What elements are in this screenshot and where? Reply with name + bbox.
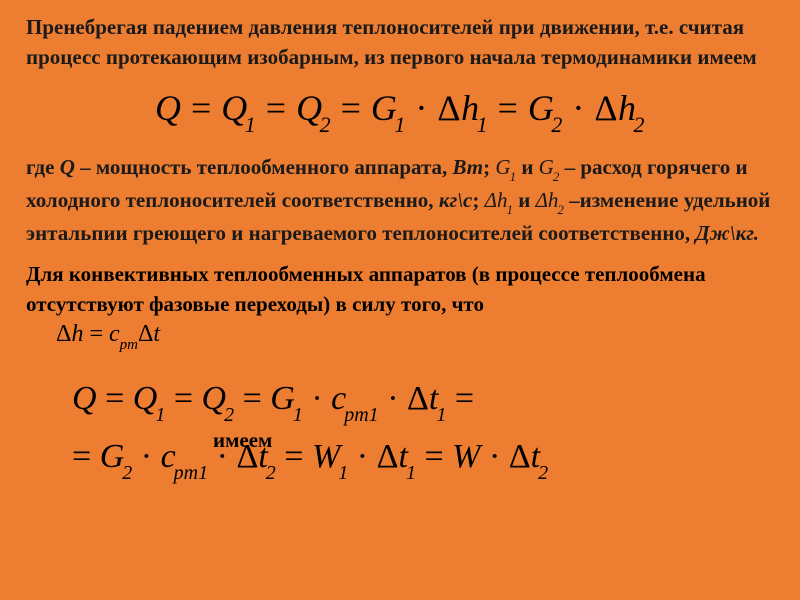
- fs-pm: pm: [120, 337, 138, 353]
- where-paragraph: где Q – мощность теплообменного аппарата…: [26, 152, 774, 249]
- fb-eq2: =: [174, 380, 193, 417]
- fb-eq6: =: [284, 438, 303, 475]
- p2-Q: Q: [60, 155, 75, 179]
- fs-t: t: [153, 321, 160, 347]
- fs-eq: =: [89, 321, 103, 347]
- sym-D1: Δ: [437, 88, 461, 128]
- fs-D2: Δ: [138, 321, 153, 347]
- fb-eq1: =: [105, 380, 124, 417]
- fb-W: W: [452, 438, 480, 475]
- sym-Q1: Q: [221, 88, 248, 128]
- fs-h: h: [71, 321, 83, 347]
- sub-1: 1: [245, 112, 257, 137]
- fb-ts1b: 1: [406, 462, 416, 484]
- fs-D: Δ: [56, 321, 71, 347]
- fb-W1: W: [312, 438, 340, 475]
- p2and2: и: [518, 188, 535, 212]
- sym-eq2: =: [266, 88, 287, 128]
- fb-dot2: ·: [387, 380, 398, 417]
- formula-line-2: = G2 · cpm1 · Δt2 = W1 · Δt1 = W · Δt2: [72, 428, 774, 486]
- sym-D2: Δ: [594, 88, 618, 128]
- sub-g1: 1: [394, 112, 406, 137]
- convective-paragraph: Для конвективных теплообменных аппаратов…: [26, 259, 774, 320]
- intro-paragraph: Пренебрегая падением давления теплоносит…: [26, 12, 774, 73]
- sub-2: 2: [320, 112, 332, 137]
- sym-dot1: ·: [415, 88, 428, 128]
- sub-g2: 2: [551, 112, 563, 137]
- p2a: где: [26, 155, 60, 179]
- sym-eq: =: [191, 88, 212, 128]
- sub-h1: 1: [477, 112, 489, 137]
- fb-dot1: ·: [311, 380, 322, 417]
- fb-ts1: 1: [436, 404, 446, 426]
- fb-dot3: ·: [141, 438, 152, 475]
- p2semi2: ;: [472, 188, 484, 212]
- fb-Ws1: 1: [338, 462, 348, 484]
- fb-D3: Δ: [377, 438, 399, 475]
- dh1-base: Δh: [485, 188, 508, 212]
- main-formula: Q = Q1 = Q2 = G1 · Δh1 = G2 · Δh2: [26, 87, 774, 134]
- fb-pm1: pm1: [344, 404, 378, 426]
- fb-s2: 2: [224, 404, 234, 426]
- dh2-base: Δh: [536, 188, 559, 212]
- fb-pm12: pm1: [174, 462, 208, 484]
- p2-Wt: Вт: [453, 155, 484, 179]
- p2b: – мощность теплообменного аппарата,: [75, 155, 453, 179]
- fb-Q2: Q: [202, 380, 227, 417]
- expanded-formula: Q = Q1 = Q2 = G1 · cpm1 · Δt1 = = G2 · c…: [72, 370, 774, 486]
- fb-ts2: 2: [266, 462, 276, 484]
- sub-h2: 2: [634, 112, 646, 137]
- p2-kg: кг\с: [439, 188, 473, 212]
- fb-D1: Δ: [407, 380, 429, 417]
- fb-eq3: =: [243, 380, 262, 417]
- g1-sub: 1: [510, 169, 517, 184]
- fb-Q1: Q: [133, 380, 158, 417]
- fb-Q: Q: [72, 380, 97, 417]
- fb-gs1: 1: [293, 404, 303, 426]
- inline-G1: G1: [495, 155, 516, 179]
- fb-eq5: =: [72, 438, 91, 475]
- formula-line-1: Q = Q1 = Q2 = G1 · cpm1 · Δt1 =: [72, 370, 774, 428]
- sym-eq4: =: [498, 88, 519, 128]
- p2-J: Дж\кг.: [695, 221, 759, 245]
- inline-G2: G2: [539, 155, 560, 179]
- inline-dh2: Δh2: [536, 188, 564, 212]
- fb-dot6: ·: [489, 438, 500, 475]
- fb-ts2b: 2: [538, 462, 548, 484]
- sym-Q2: Q: [296, 88, 323, 128]
- dh1-sub: 1: [506, 202, 513, 217]
- fs-c: c: [109, 321, 120, 347]
- orphan-word: имеем: [213, 428, 272, 453]
- enthalpy-formula: Δh = cpmΔt: [56, 321, 774, 352]
- dh2-sub: 2: [557, 202, 564, 217]
- fb-s1: 1: [155, 404, 165, 426]
- fb-eq7: =: [424, 438, 443, 475]
- p2semi: ;: [483, 155, 495, 179]
- fb-eq4: =: [455, 380, 474, 417]
- fb-G1: G: [270, 380, 295, 417]
- g2-sub: 2: [553, 169, 560, 184]
- g2-base: G: [539, 155, 554, 179]
- sym-Q: Q: [155, 88, 182, 128]
- fb-dot5: ·: [357, 438, 368, 475]
- p2and: и: [521, 155, 538, 179]
- fb-gs2: 2: [122, 462, 132, 484]
- sym-dot2: ·: [572, 88, 585, 128]
- inline-dh1: Δh1: [485, 188, 513, 212]
- g1-base: G: [495, 155, 510, 179]
- fb-G2: G: [100, 438, 125, 475]
- fb-D4: Δ: [509, 438, 531, 475]
- sym-eq3: =: [341, 88, 362, 128]
